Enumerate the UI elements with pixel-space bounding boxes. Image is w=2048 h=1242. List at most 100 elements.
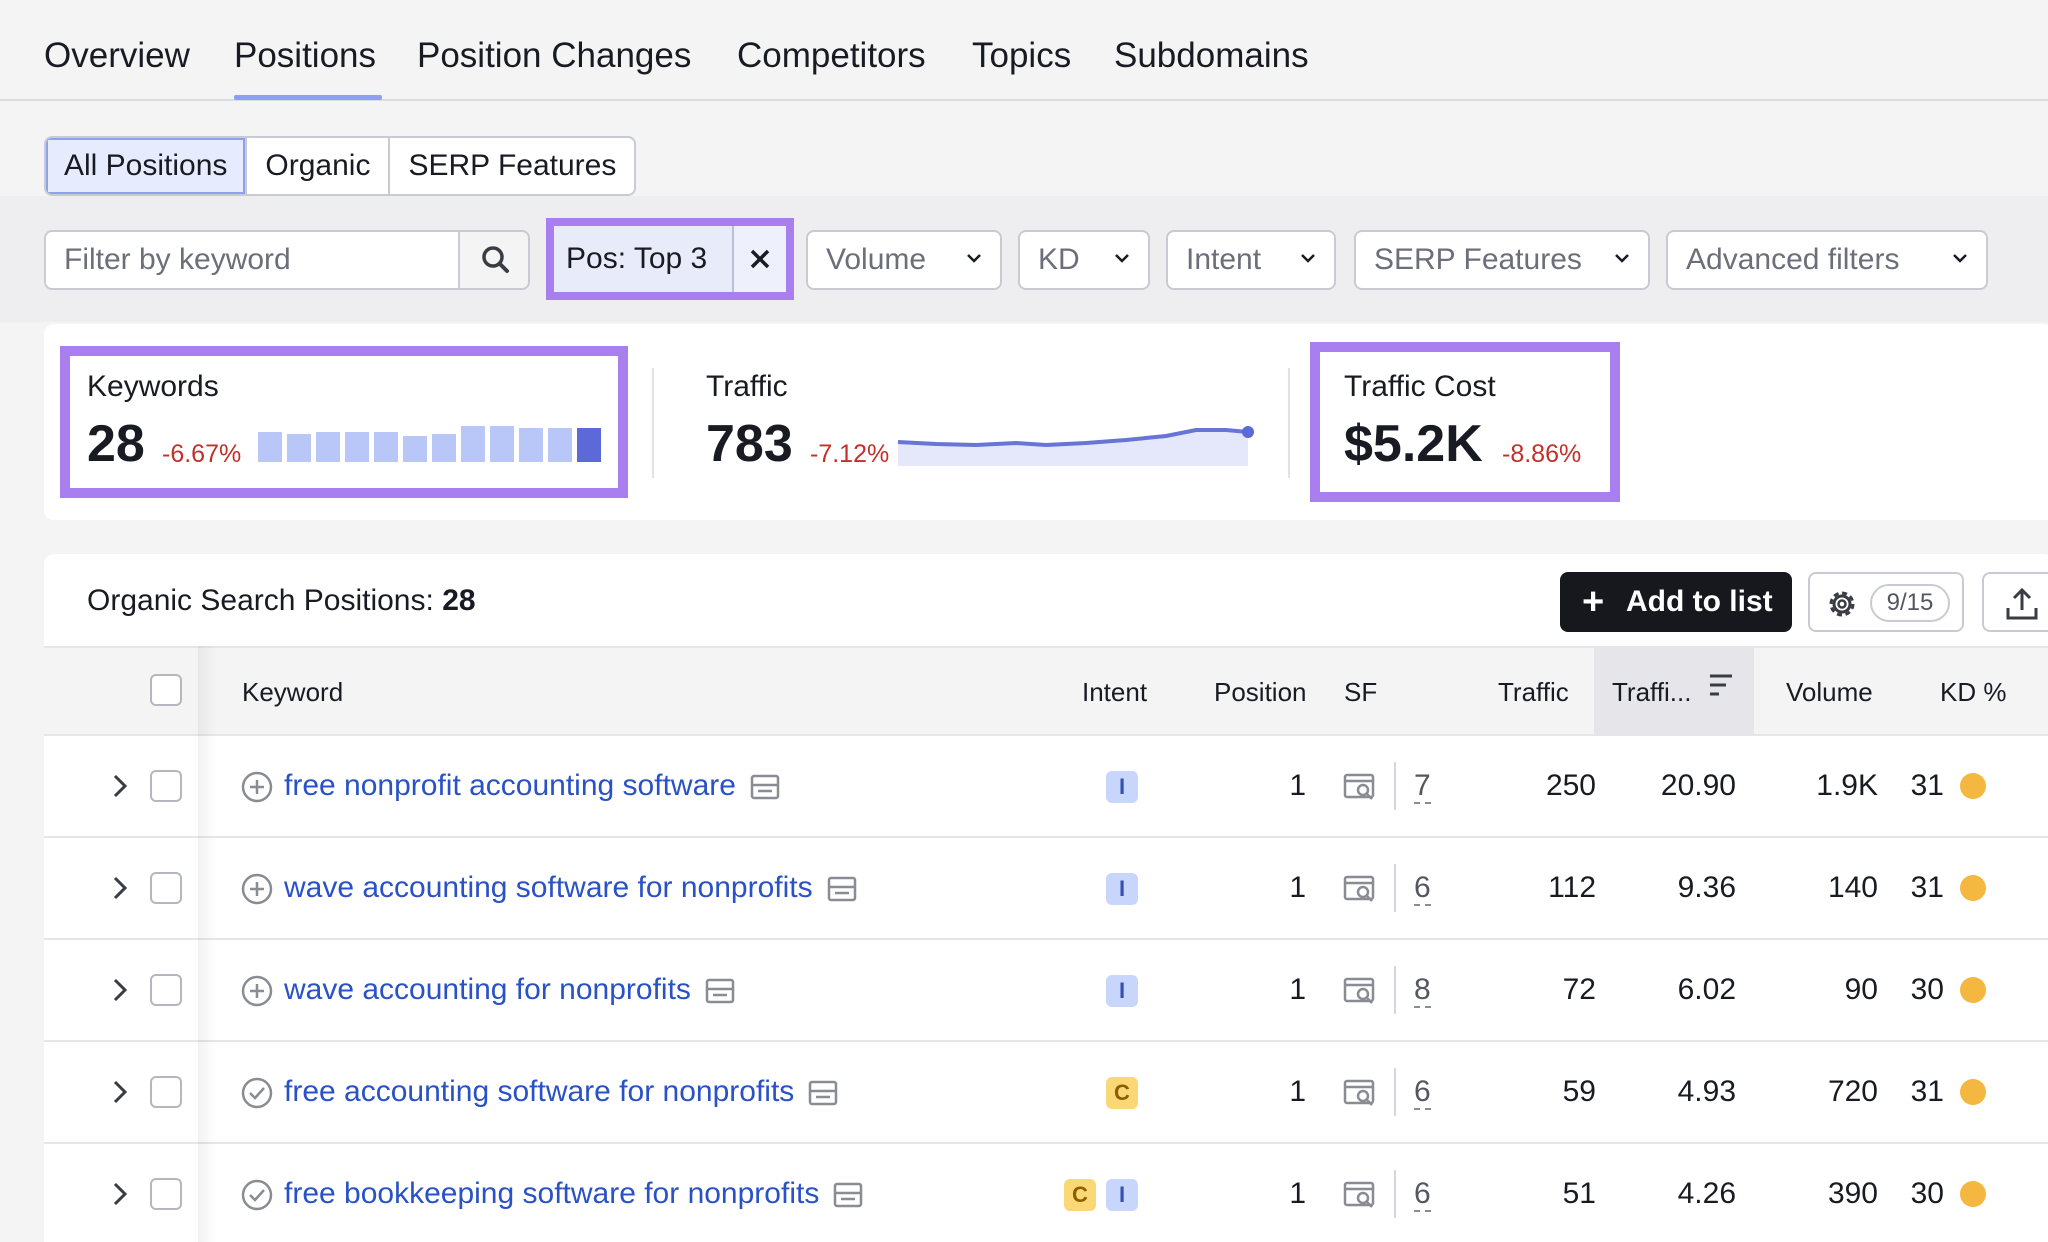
- serp-snapshot-icon[interactable]: [705, 977, 735, 1005]
- expand-row-chevron-icon[interactable]: [106, 1078, 134, 1106]
- table-row: free nonprofit accounting software I 1 7 250…: [44, 736, 2048, 838]
- kd-filter-label: KD: [1038, 243, 1080, 276]
- header-volume[interactable]: Volume: [1786, 677, 1873, 707]
- traffic-cost-value[interactable]: $5.2K: [1344, 415, 1483, 473]
- traffic-cost-label: Traffic Cost: [1344, 370, 1496, 403]
- header-intent[interactable]: Intent: [1082, 677, 1148, 707]
- keywords-value[interactable]: 28: [87, 415, 145, 473]
- advanced-filters-dropdown[interactable]: Advanced filters: [1666, 230, 1988, 290]
- serp-snapshot-icon[interactable]: [808, 1079, 838, 1107]
- sf-count-link[interactable]: 6: [1414, 1177, 1431, 1212]
- keywords-delta: -6.67%: [162, 440, 242, 468]
- keyword-link[interactable]: free accounting software for nonprofits: [284, 1075, 795, 1108]
- volume-value: 140: [1827, 871, 1878, 904]
- tab-position-changes[interactable]: Position Changes: [417, 36, 692, 75]
- divider: [652, 368, 654, 478]
- header-sf[interactable]: SF: [1344, 677, 1378, 707]
- add-keyword-icon[interactable]: [240, 974, 274, 1008]
- header-position[interactable]: Position: [1214, 677, 1307, 707]
- intent-badge[interactable]: I: [1106, 873, 1138, 905]
- serp-snapshot-icon[interactable]: [833, 1181, 863, 1209]
- intent-badge[interactable]: I: [1106, 975, 1138, 1007]
- add-keyword-icon[interactable]: [240, 770, 274, 804]
- intent-badge[interactable]: C: [1106, 1077, 1138, 1109]
- serp-features-icon[interactable]: [1342, 1178, 1378, 1212]
- serp-snapshot-icon[interactable]: [827, 875, 857, 903]
- remove-filter-button[interactable]: [732, 226, 786, 292]
- serp-features-filter-dropdown[interactable]: SERP Features: [1354, 230, 1650, 290]
- keyword-link[interactable]: free bookkeeping software for nonprofits: [284, 1177, 820, 1210]
- sorted-column-background: [1594, 648, 1754, 736]
- position-type-switcher: All Positions Organic SERP Features: [44, 136, 637, 196]
- row-checkbox[interactable]: [150, 974, 182, 1006]
- sort-descending-icon[interactable]: [1706, 672, 1736, 700]
- serp-snapshot-icon[interactable]: [750, 773, 780, 801]
- intent-filter-dropdown[interactable]: Intent: [1166, 230, 1336, 290]
- serp-features-icon[interactable]: [1342, 770, 1378, 804]
- add-keyword-icon[interactable]: [240, 872, 274, 906]
- keyword-link[interactable]: wave accounting for nonprofits: [284, 973, 691, 1006]
- header-keyword[interactable]: Keyword: [242, 677, 344, 707]
- volume-filter-dropdown[interactable]: Volume: [806, 230, 1002, 290]
- keyword-filter-input[interactable]: Filter by keyword: [44, 230, 462, 290]
- tab-topics[interactable]: Topics: [972, 36, 1072, 75]
- intent-filter-label: Intent: [1186, 243, 1262, 276]
- sf-count-link[interactable]: 6: [1414, 871, 1431, 906]
- header-traffic[interactable]: Traffic: [1498, 677, 1569, 707]
- traffic-delta: -7.12%: [810, 440, 890, 468]
- segment-all-positions[interactable]: All Positions: [46, 138, 248, 194]
- position-filter-chip[interactable]: Pos: Top 3: [546, 218, 794, 300]
- header-kd[interactable]: KD %: [1940, 677, 2007, 707]
- add-to-list-button[interactable]: + Add to list: [1560, 572, 1792, 632]
- select-all-checkbox[interactable]: [150, 674, 182, 706]
- serp-features-icon[interactable]: [1342, 872, 1378, 906]
- tab-overview[interactable]: Overview: [44, 36, 190, 75]
- intent-badge[interactable]: I: [1106, 1179, 1138, 1211]
- sf-count-link[interactable]: 7: [1414, 769, 1431, 804]
- header-traffic-percent[interactable]: Traffi...: [1612, 677, 1692, 707]
- tab-competitors[interactable]: Competitors: [737, 36, 926, 75]
- sf-count-link[interactable]: 8: [1414, 973, 1431, 1008]
- tab-positions[interactable]: Positions: [234, 36, 377, 75]
- divider: [1288, 368, 1290, 478]
- table-row: wave accounting for nonprofits I 1 8 72 6.02 9…: [44, 940, 2048, 1042]
- keyword-link[interactable]: free nonprofit accounting software: [284, 769, 736, 802]
- export-button[interactable]: [1982, 572, 2048, 632]
- keyword-added-check-icon[interactable]: [240, 1076, 274, 1110]
- intent-badge[interactable]: C: [1064, 1179, 1096, 1211]
- traffic-percent-value: 9.36: [1677, 871, 1736, 904]
- expand-row-chevron-icon[interactable]: [106, 976, 134, 1004]
- sf-count-link[interactable]: 6: [1414, 1075, 1431, 1110]
- tab-subdomains[interactable]: Subdomains: [1114, 36, 1309, 75]
- row-checkbox[interactable]: [150, 1178, 182, 1210]
- expand-row-chevron-icon[interactable]: [106, 772, 134, 800]
- segment-serp-features[interactable]: SERP Features: [408, 149, 617, 182]
- keywords-bar: [287, 434, 311, 462]
- chevron-down-icon: [1301, 254, 1315, 263]
- row-checkbox[interactable]: [150, 872, 182, 904]
- traffic-cost-delta: -8.86%: [1502, 440, 1582, 468]
- traffic-value: 112: [1548, 871, 1596, 904]
- keywords-highlight: [60, 346, 628, 498]
- add-to-list-label: Add to list: [1626, 585, 1773, 618]
- row-checkbox[interactable]: [150, 770, 182, 802]
- keyword-link[interactable]: wave accounting software for nonprofits: [284, 871, 813, 904]
- segment-organic[interactable]: Organic: [247, 138, 391, 194]
- row-checkbox[interactable]: [150, 1076, 182, 1108]
- kd-filter-dropdown[interactable]: KD: [1018, 230, 1150, 290]
- serp-features-icon[interactable]: [1342, 974, 1378, 1008]
- kd-value: 31: [1910, 769, 1944, 802]
- sf-divider: [1394, 966, 1396, 1014]
- search-button[interactable]: [458, 230, 530, 290]
- intent-badge[interactable]: I: [1106, 771, 1138, 803]
- keyword-added-check-icon[interactable]: [240, 1178, 274, 1212]
- manage-columns-button[interactable]: 9/15: [1808, 572, 1964, 632]
- kd-difficulty-dot: [1960, 1181, 1986, 1207]
- keywords-bar: [490, 426, 514, 462]
- expand-row-chevron-icon[interactable]: [106, 874, 134, 902]
- report-tabs: Overview Positions Position Changes Comp…: [0, 0, 2048, 101]
- traffic-value: 59: [1562, 1075, 1596, 1108]
- serp-features-icon[interactable]: [1342, 1076, 1378, 1110]
- traffic-value[interactable]: 783: [706, 415, 793, 473]
- expand-row-chevron-icon[interactable]: [106, 1180, 134, 1208]
